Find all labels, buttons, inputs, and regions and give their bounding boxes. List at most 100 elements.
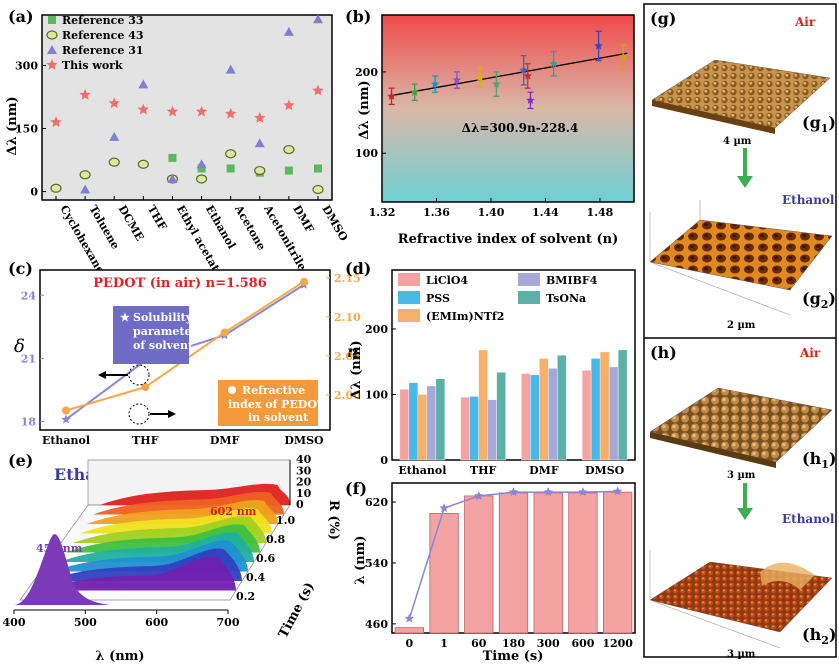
f-line-point — [474, 490, 484, 500]
panel-c-title: PEDOT (in air) n=1.586 — [93, 276, 267, 291]
d-legend-swatch — [398, 273, 420, 286]
afm-h2-tag: (h2) — [802, 625, 836, 647]
panel-f: (f) λ (nm) Time (s) 460 540 620 0 1 60 180 300 6… — [345, 479, 636, 664]
a-point-circle — [50, 183, 62, 193]
afm-g2-condition: Ethanol — [782, 193, 835, 207]
a-point-circle — [195, 174, 208, 184]
f-bar — [429, 513, 459, 634]
panel-d: (d) Δλ (nm) 0 100 200 Ethanol THF DMF DMSO LiC… — [345, 259, 636, 477]
a-legend-marker — [48, 16, 56, 24]
c-point-circle — [220, 328, 229, 337]
b-point — [519, 65, 528, 74]
b-point — [452, 75, 462, 84]
afm-h2: Ethanol 3 µm (h2) — [649, 512, 836, 660]
f-line-point — [543, 487, 553, 497]
afm-h1-condition: Air — [799, 346, 821, 360]
panel-c-legend-left-line1: Solubility — [133, 311, 193, 324]
a-legend-marker — [46, 30, 58, 40]
a-legend-label: This work — [62, 59, 123, 72]
b-point — [410, 87, 419, 96]
d-legend-swatch — [398, 291, 420, 304]
b-point — [594, 41, 603, 50]
a-point-circle — [312, 184, 324, 195]
afm-h2-ridge — [760, 562, 815, 590]
afm-g2-base-edge — [649, 261, 791, 316]
panel-g-label: (g) — [650, 9, 676, 28]
d-bar — [548, 368, 558, 461]
panel-c-legend-right-line1: Refractive — [242, 384, 305, 397]
a-legend-marker — [47, 45, 57, 54]
afm-h1-tag: (h1) — [802, 449, 836, 471]
f-line-point — [439, 503, 449, 513]
a-point-circle — [79, 170, 91, 180]
panel-c-ylabel-right: n — [347, 342, 359, 361]
panel-c-highlight-circle-left — [128, 364, 150, 386]
b-point — [549, 59, 558, 68]
afm-g1-surface — [651, 59, 831, 129]
d-bar — [399, 389, 410, 461]
b-point — [618, 52, 628, 61]
d-bar — [608, 366, 619, 461]
afm-g1: Air 4 µm (g1) — [651, 15, 836, 147]
e-timetick-label: 0.2 — [236, 590, 255, 603]
c-ytick-right-label: 2.05 — [334, 350, 361, 363]
d-bar — [460, 396, 470, 461]
panel-b-label: (b) — [345, 7, 371, 26]
panel-e-zlabel: Time (s) — [276, 580, 318, 641]
e-rtick-label: 30 — [296, 464, 312, 477]
panel-f-ylabel: λ (nm) — [353, 535, 368, 584]
d-bar — [426, 385, 437, 461]
panel-c-legend-left-star-icon: ★ — [120, 311, 130, 324]
a-point-triangle — [196, 159, 207, 169]
a-point-triangle — [313, 14, 323, 24]
d-bar — [581, 370, 592, 461]
a-xtick-label: DMF — [290, 203, 316, 235]
afm-g2: Ethanol 2 µm (g2) — [649, 193, 836, 331]
a-point-star — [137, 103, 149, 115]
panel-e-xlabel: λ (nm) — [95, 649, 144, 662]
f-bar — [603, 491, 633, 634]
e-timetick-label: 1.0 — [276, 514, 295, 527]
panel-f-label: (f) — [345, 479, 367, 498]
f-line-point — [612, 486, 623, 496]
d-legend-label: TsONa — [546, 292, 586, 305]
c-point-circle — [300, 277, 308, 286]
afm-g2-scale: 2 µm — [727, 320, 756, 331]
a-ytick-label: 0 — [30, 186, 38, 199]
c-xtick-label: Ethanol — [42, 434, 90, 447]
a-point-star — [166, 105, 179, 117]
afm-g1-tag-sub: 1 — [821, 122, 829, 135]
b-xtick-label: 1.44 — [532, 206, 559, 219]
c-point-circle — [141, 383, 150, 392]
f-xtick-label: 180 — [502, 637, 525, 650]
a-xtick-label: THF — [145, 203, 170, 233]
afm-h1-tag-sub: 1 — [821, 458, 829, 471]
e-xtick-label: 500 — [74, 616, 97, 629]
d-bar — [496, 372, 506, 461]
a-xtick-label: DMSO — [319, 203, 350, 244]
d-bar — [617, 349, 628, 461]
b-xtick-label: 1.48 — [587, 206, 614, 219]
b-point — [475, 73, 485, 82]
afm-g2-tag-sub: 2 — [821, 298, 829, 311]
d-bar — [487, 399, 497, 461]
panel-e-peak-label-1: 459 nm — [36, 542, 83, 555]
d-ytick-label: 0 — [380, 454, 388, 467]
a-point-circle — [283, 144, 295, 155]
f-xtick-label: 600 — [571, 637, 594, 650]
e-xtick-label: 600 — [145, 616, 168, 629]
a-point-circle — [137, 159, 149, 169]
panel-c-legend-right-line3: in solvent — [248, 411, 309, 424]
e-timetick-label: 0.8 — [266, 533, 285, 546]
a-point-square — [226, 164, 235, 173]
d-bar — [408, 382, 419, 461]
d-legend-swatch — [398, 309, 420, 322]
panel-c-highlight-circle-right — [128, 403, 150, 425]
d-ytick-label: 100 — [365, 388, 388, 401]
panel-e-label: (e) — [8, 451, 33, 470]
d-bar — [530, 374, 540, 461]
a-point-triangle — [109, 131, 120, 141]
a-point-star — [108, 97, 120, 109]
c-point-circle — [62, 406, 70, 415]
panel-b: (b) Δλ (nm) Refractive index of solvent … — [345, 7, 635, 247]
